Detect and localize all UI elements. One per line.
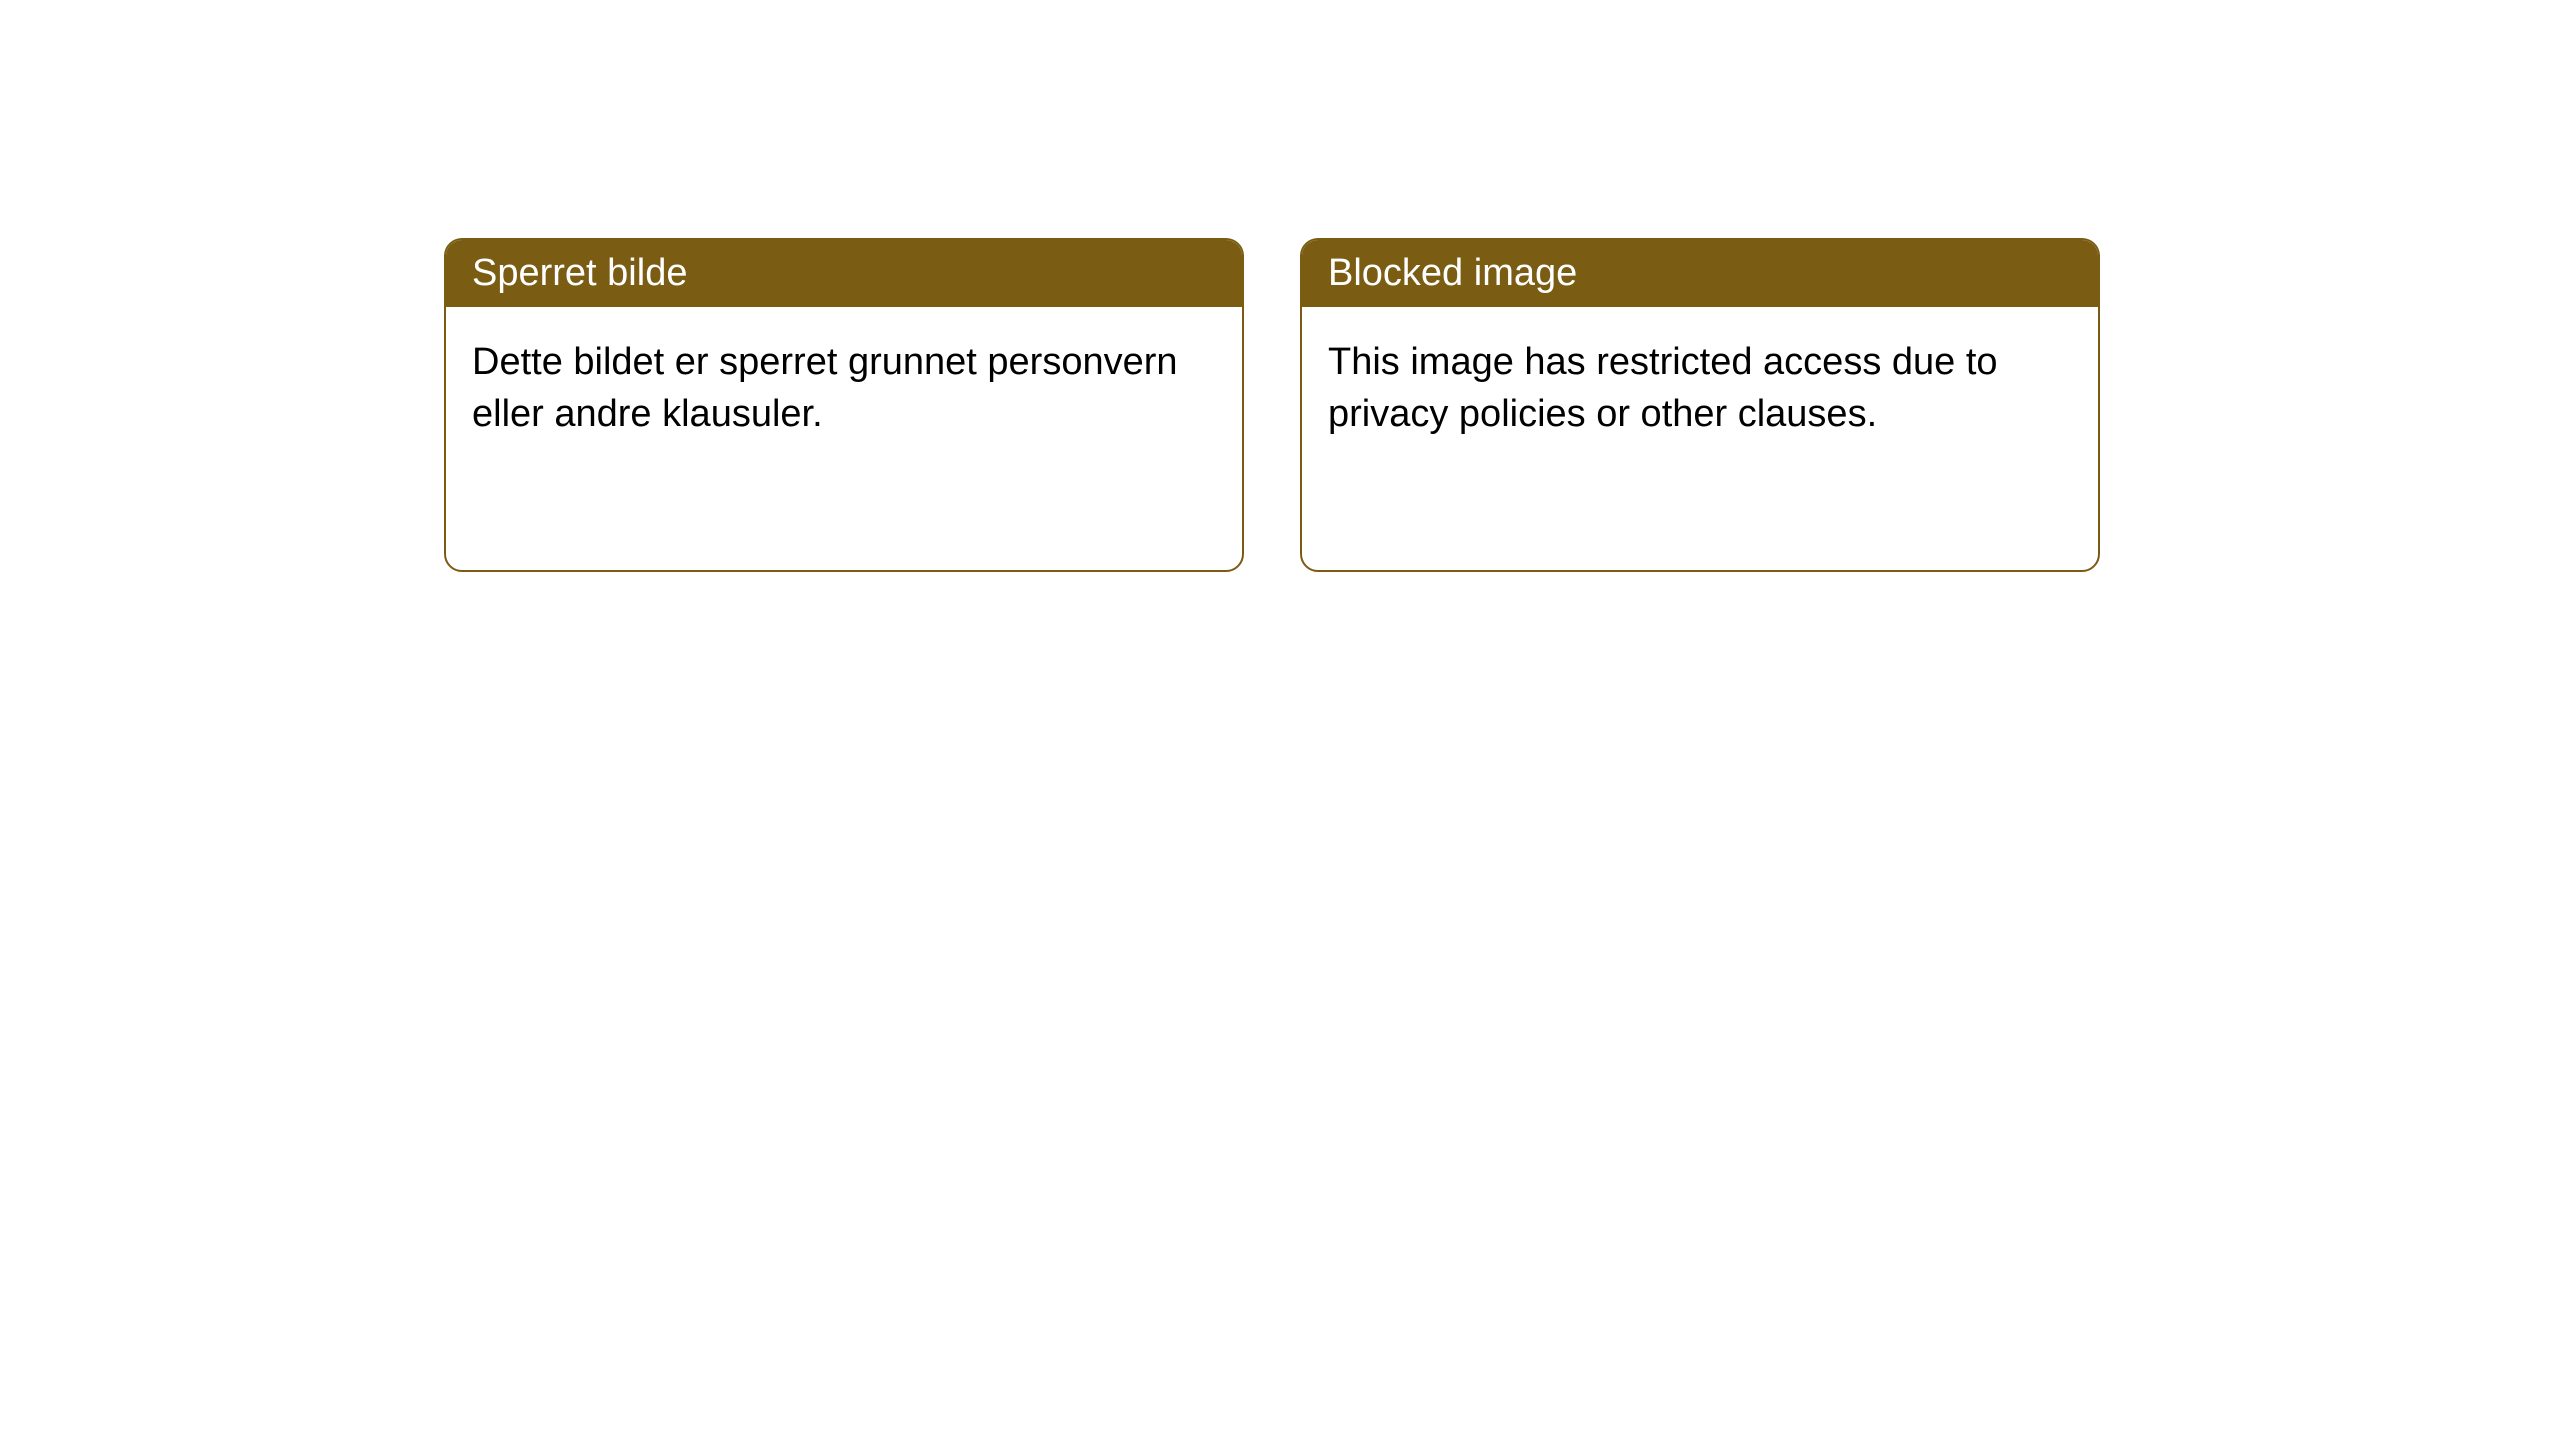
notice-body: This image has restricted access due to … xyxy=(1302,307,2098,470)
notice-title: Sperret bilde xyxy=(472,252,687,294)
notice-box-norwegian: Sperret bilde Dette bildet er sperret gr… xyxy=(444,238,1244,572)
notice-header: Blocked image xyxy=(1302,240,2098,307)
notice-container: Sperret bilde Dette bildet er sperret gr… xyxy=(0,0,2560,572)
notice-body-text: Dette bildet er sperret grunnet personve… xyxy=(472,341,1178,435)
notice-title: Blocked image xyxy=(1328,252,1577,294)
notice-box-english: Blocked image This image has restricted … xyxy=(1300,238,2100,572)
notice-body-text: This image has restricted access due to … xyxy=(1328,341,1998,435)
notice-body: Dette bildet er sperret grunnet personve… xyxy=(446,307,1242,470)
notice-header: Sperret bilde xyxy=(446,240,1242,307)
